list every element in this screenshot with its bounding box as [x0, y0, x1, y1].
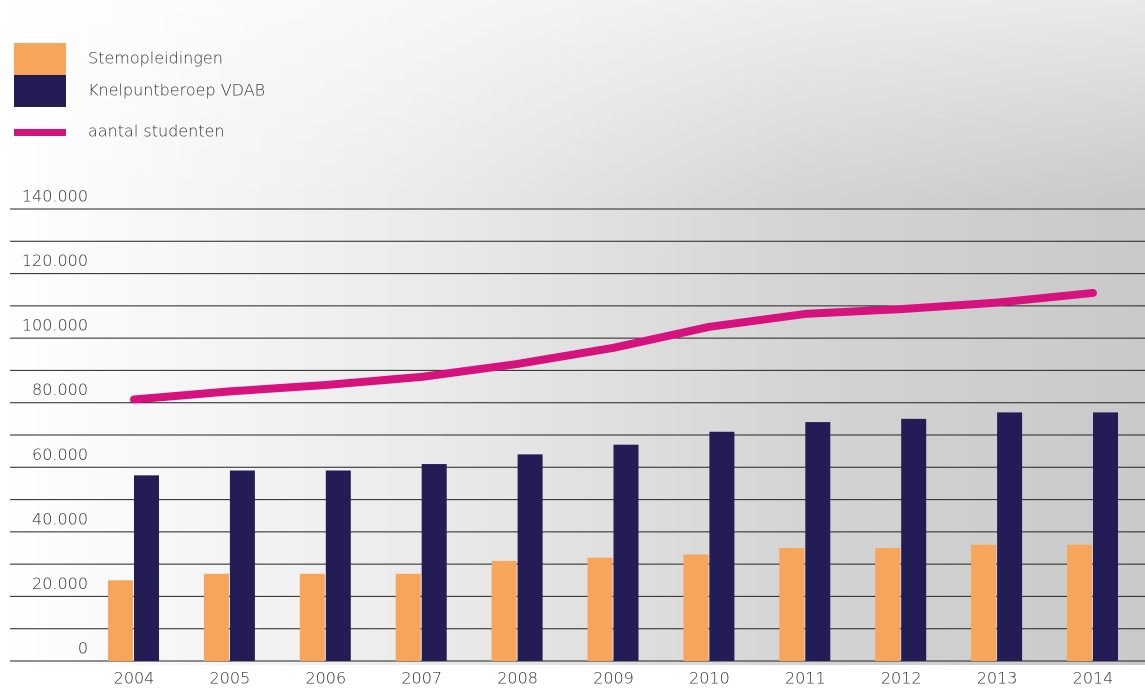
x-tick-label: 2010: [689, 669, 730, 688]
y-tick-label: 20.000: [32, 574, 88, 593]
x-tick-label: 2009: [593, 669, 634, 688]
y-tick-label: 0: [78, 639, 88, 658]
bar: [709, 431, 735, 661]
bar: [325, 470, 351, 661]
y-tick-label: 100.000: [22, 316, 88, 335]
legend-swatch: [14, 129, 66, 136]
bar: [901, 418, 927, 661]
x-tick-label: 2005: [210, 669, 251, 688]
legend-swatch: [14, 43, 66, 75]
legend-label: aantal studenten: [88, 122, 225, 141]
x-tick-label: 2014: [1073, 669, 1114, 688]
y-tick-label: 120.000: [22, 251, 88, 270]
x-tick-label: 2013: [977, 669, 1018, 688]
bar: [971, 544, 997, 661]
bar: [108, 580, 133, 661]
legend-label: Stemopleidingen: [88, 49, 223, 68]
bar: [134, 475, 159, 661]
y-tick-label: 60.000: [32, 445, 88, 464]
y-tick-label: 40.000: [32, 509, 88, 528]
bar: [587, 557, 613, 661]
bar: [875, 548, 901, 661]
bar: [395, 573, 421, 661]
bar: [229, 470, 255, 661]
legend-swatch: [14, 75, 66, 107]
bar: [779, 548, 805, 661]
axis-band: [0, 665, 1145, 689]
bar: [805, 422, 831, 661]
x-tick-label: 2012: [881, 669, 922, 688]
bar: [517, 454, 543, 661]
line: [130, 288, 1097, 404]
background-fade: [0, 0, 1145, 200]
bar: [1093, 412, 1118, 661]
legend-label: Knelpuntberoep VDAB: [88, 81, 265, 100]
bar: [997, 412, 1023, 661]
x-tick-label: 2008: [497, 669, 538, 688]
x-tick-label: 2011: [785, 669, 826, 688]
bar: [1067, 544, 1092, 661]
y-tick-label: 80.000: [32, 380, 88, 399]
bar: [613, 444, 639, 661]
x-tick-label: 2004: [114, 669, 155, 688]
bar: [203, 573, 229, 661]
bar: [299, 573, 325, 661]
y-tick-label: 140.000: [22, 187, 88, 206]
x-tick-label: 2006: [305, 669, 346, 688]
bar: [421, 464, 447, 661]
bar: [491, 560, 517, 661]
bar: [683, 554, 709, 661]
x-tick-label: 2007: [401, 669, 442, 688]
